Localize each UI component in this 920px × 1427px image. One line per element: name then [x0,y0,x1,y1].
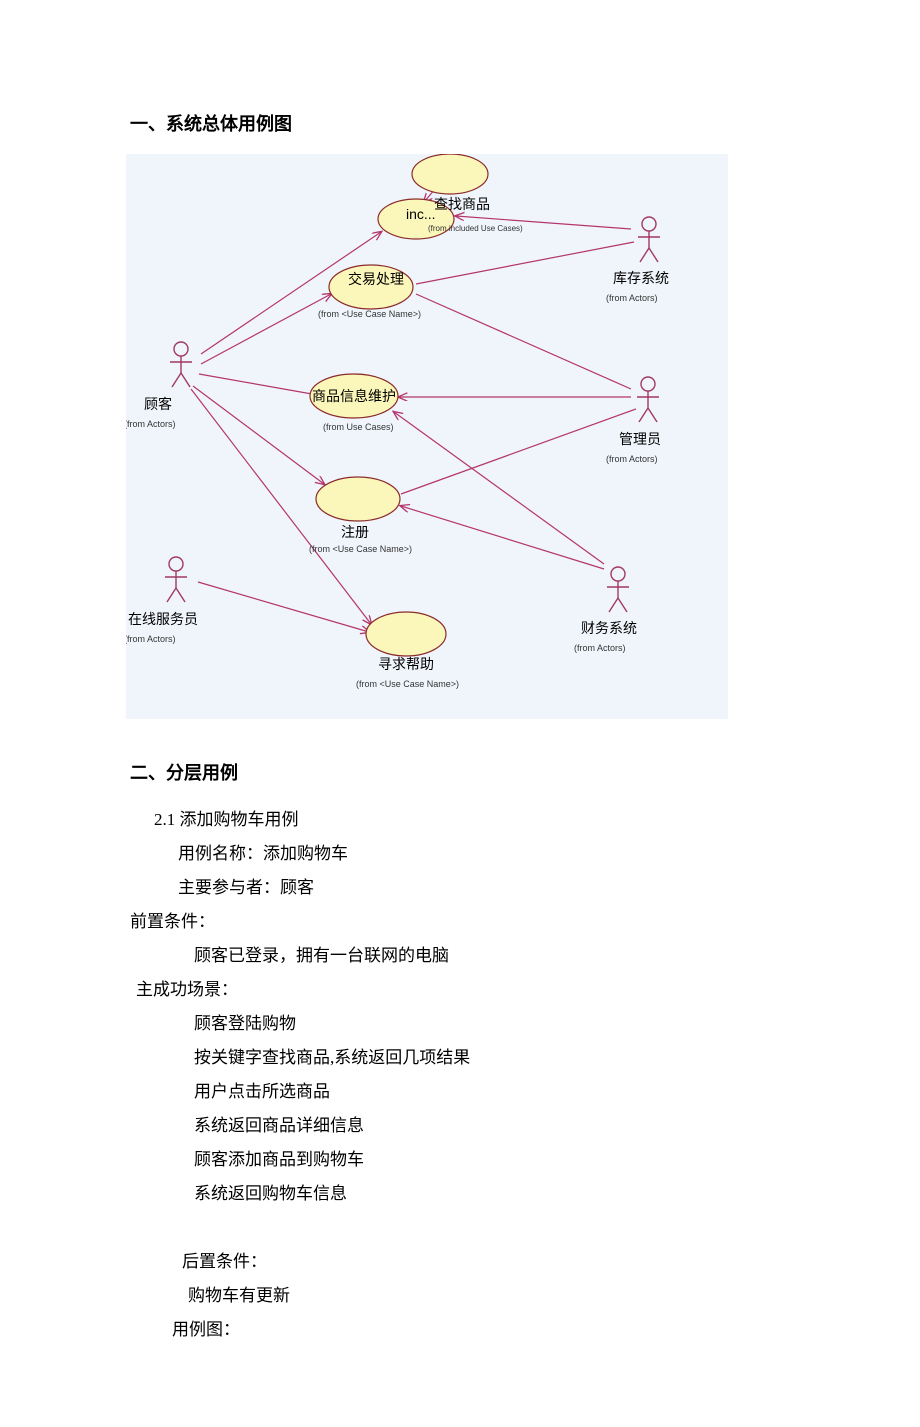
actor-inventory-label: 库存系统 [613,268,669,288]
desc-line-3: 前置条件： [130,905,860,939]
association-edge [416,242,634,284]
actor-customer-sublabel: (from Actors) [126,419,176,429]
desc-line-12 [130,1211,860,1245]
actor-finance-icon [607,567,629,612]
use-case-trade-sublabel: (from <Use Case Name>) [318,309,421,319]
desc-line-1: 用例名称：添加购物车 [130,837,860,871]
desc-line-14: 购物车有更新 [130,1279,860,1313]
association-edge [416,294,631,389]
association-edge [401,506,604,569]
use-case-diagram: 顾客 (from Actors) 在线服务员 (from Actors) 库存系统 (fr… [126,154,728,719]
actor-online-sublabel: (from Actors) [126,634,176,644]
desc-line-4: 顾客已登录，拥有一台联网的电脑 [130,939,860,973]
actor-finance-sublabel: (from Actors) [574,643,626,653]
association-edge [401,409,636,494]
include-sublabel: (from included Use Cases) [428,224,523,233]
use-case-info-label: 商品信息维护 [312,386,396,406]
use-case-help-label: 寻求帮助 [378,654,434,674]
association-edge [198,582,369,632]
use-case-find-label: 查找商品 [434,194,490,214]
actor-customer-label: 顾客 [144,394,172,414]
use-case-help-sublabel: (from <Use Case Name>) [356,679,459,689]
actor-inventory-icon [638,217,660,262]
association-edge [199,374,312,394]
actor-online-label: 在线服务员 [128,609,198,629]
desc-line-15: 用例图： [130,1313,860,1347]
desc-line-8: 用户点击所选商品 [130,1075,860,1109]
desc-line-11: 系统返回购物车信息 [130,1177,860,1211]
section-2-heading: 二、分层用例 [130,759,860,785]
desc-line-7: 按关键字查找商品,系统返回几项结果 [130,1041,860,1075]
desc-line-13: 后置条件： [130,1245,860,1279]
use-case-reg-label: 注册 [341,522,369,542]
use-case-top [412,154,488,194]
association-edge [193,386,324,484]
use-case-help [366,612,446,656]
actor-admin-icon [637,377,659,422]
use-case-reg-sublabel: (from <Use Case Name>) [309,544,412,554]
desc-line-2: 主要参与者：顾客 [130,871,860,905]
actor-admin-sublabel: (from Actors) [606,454,658,464]
actor-inventory-sublabel: (from Actors) [606,293,658,303]
desc-line-9: 系统返回商品详细信息 [130,1109,860,1143]
actor-finance-label: 财务系统 [581,618,637,638]
desc-line-10: 顾客添加商品到购物车 [130,1143,860,1177]
desc-line-5: 主成功场景： [130,973,860,1007]
use-case-trade-label: 交易处理 [348,269,404,289]
actor-admin-label: 管理员 [619,429,661,449]
association-edge [394,412,604,564]
association-edge [201,294,331,364]
desc-line-6: 顾客登陆购物 [130,1007,860,1041]
actor-online-icon [165,557,187,602]
use-case-info-sublabel: (from Use Cases) [323,422,394,432]
use-case-description: 2.1 添加购物车用例用例名称：添加购物车主要参与者：顾客前置条件：顾客已登录，… [130,803,860,1347]
section-1-heading: 一、系统总体用例图 [130,110,860,136]
actor-customer-icon [170,342,192,387]
desc-line-0: 2.1 添加购物车用例 [130,803,860,837]
include-label: inc... [406,206,436,222]
use-case-reg [316,477,400,521]
